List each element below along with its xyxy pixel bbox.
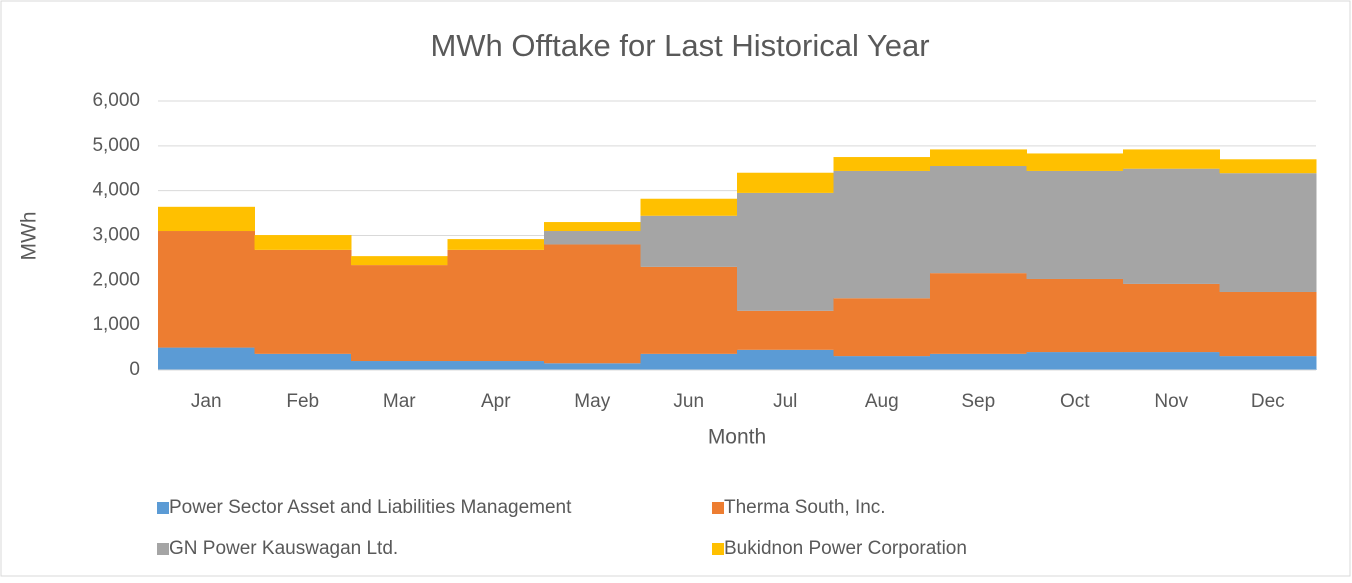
bar-segment bbox=[737, 192, 834, 311]
bar-segment bbox=[1123, 352, 1220, 370]
bar-segment bbox=[254, 249, 352, 354]
bar-segment bbox=[1219, 356, 1317, 370]
bar-segment bbox=[1123, 149, 1220, 169]
bar-segment bbox=[351, 361, 448, 370]
bar-segment bbox=[1026, 153, 1124, 171]
legend-label: Therma South, Inc. bbox=[724, 497, 886, 518]
bar-segment bbox=[640, 353, 738, 370]
bar-segment bbox=[930, 166, 1027, 274]
bar-segment bbox=[1123, 283, 1220, 353]
y-tick-label: 5,000 bbox=[92, 135, 140, 156]
bar-segment bbox=[1219, 291, 1317, 357]
y-tick-label: 4,000 bbox=[92, 180, 140, 201]
chart-title: MWh Offtake for Last Historical Year bbox=[430, 28, 929, 63]
x-tick-label: Aug bbox=[865, 391, 899, 412]
x-tick-label: Mar bbox=[383, 391, 416, 412]
x-tick-label: Jan bbox=[191, 391, 222, 412]
bar-segment bbox=[1026, 170, 1124, 279]
bar-segment bbox=[1123, 168, 1220, 284]
bar-segment bbox=[640, 215, 738, 267]
legend-label: GN Power Kauswagan Ltd. bbox=[169, 538, 398, 559]
bar-segment bbox=[158, 347, 255, 370]
bar-segment bbox=[447, 249, 545, 362]
y-axis-label: MWh bbox=[18, 212, 41, 261]
bar-segment bbox=[544, 222, 641, 232]
x-tick-label: Apr bbox=[481, 391, 511, 412]
legend-label: Power Sector Asset and Liabilities Manag… bbox=[169, 497, 572, 518]
bar-segment bbox=[254, 235, 352, 250]
legend-label: Bukidnon Power Corporation bbox=[724, 538, 967, 559]
bar-segment bbox=[833, 298, 931, 357]
bar-segment bbox=[544, 363, 641, 370]
bar-segment bbox=[351, 265, 448, 362]
legend-swatch bbox=[157, 502, 169, 514]
bar-segment bbox=[544, 244, 641, 364]
bar-segment bbox=[833, 157, 931, 171]
bar-segment bbox=[833, 356, 931, 370]
y-tick-label: 0 bbox=[129, 359, 140, 380]
x-tick-label: Jun bbox=[673, 391, 704, 412]
bar-segment bbox=[351, 256, 448, 266]
legend-swatch bbox=[712, 502, 724, 514]
x-tick-label: Dec bbox=[1251, 391, 1285, 412]
bar-segment bbox=[737, 172, 834, 193]
bar-segment bbox=[1219, 159, 1317, 174]
bar-segment bbox=[1026, 352, 1124, 370]
bar-segment bbox=[1219, 173, 1317, 292]
bar-segment bbox=[544, 231, 641, 245]
legend-swatch bbox=[712, 543, 724, 555]
bar-segment bbox=[833, 170, 931, 299]
bar-segment bbox=[737, 349, 834, 370]
bar-segment bbox=[447, 361, 545, 370]
bar-segment bbox=[640, 266, 738, 354]
y-tick-label: 2,000 bbox=[92, 269, 140, 290]
legend-swatch bbox=[157, 543, 169, 555]
x-tick-label: Oct bbox=[1060, 391, 1090, 412]
bar-segment bbox=[640, 198, 738, 216]
y-tick-label: 1,000 bbox=[92, 314, 140, 335]
bar-segment bbox=[930, 149, 1027, 167]
x-axis-label: Month bbox=[708, 426, 766, 449]
bar-segment bbox=[158, 206, 255, 232]
y-tick-label: 3,000 bbox=[92, 225, 140, 246]
bar-segment bbox=[737, 310, 834, 350]
bar-segment bbox=[930, 353, 1027, 370]
bar-segment bbox=[254, 353, 352, 370]
x-tick-label: Nov bbox=[1154, 391, 1188, 412]
x-tick-label: Feb bbox=[286, 391, 319, 412]
bar-segment bbox=[447, 239, 545, 250]
bar-segment bbox=[930, 273, 1027, 354]
bar-segment bbox=[158, 231, 255, 348]
bar-segment bbox=[1026, 278, 1124, 353]
x-tick-label: Jul bbox=[773, 391, 797, 412]
x-tick-label: Sep bbox=[961, 391, 995, 412]
y-tick-label: 6,000 bbox=[92, 90, 140, 111]
x-tick-label: May bbox=[574, 391, 610, 412]
